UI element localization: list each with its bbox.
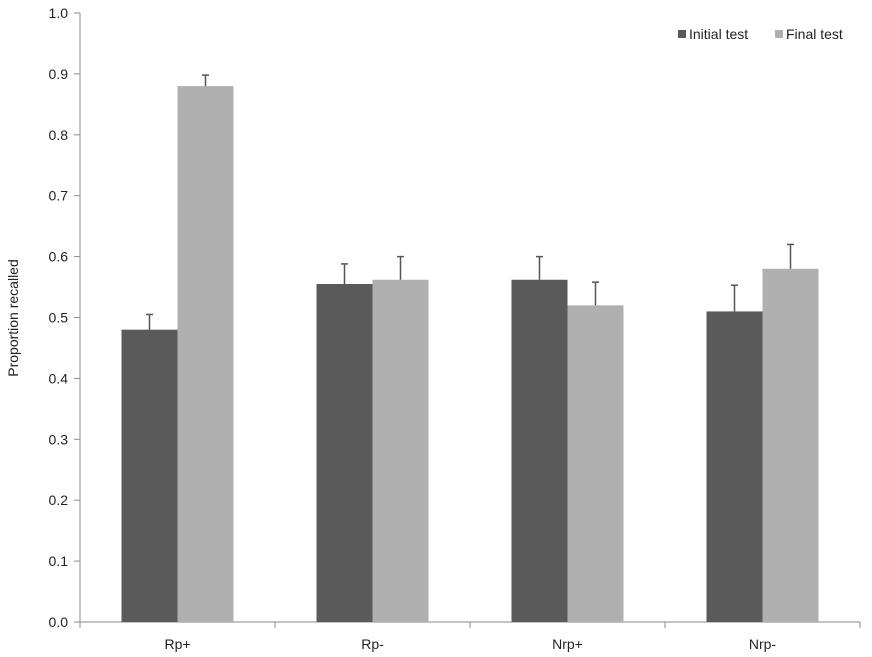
y-tick-label: 0.7 bbox=[49, 188, 69, 204]
bar bbox=[177, 86, 234, 622]
legend-label: Final test bbox=[786, 26, 843, 42]
y-tick-label: 0.3 bbox=[49, 431, 69, 447]
y-tick-label: 0.8 bbox=[49, 127, 69, 143]
bar bbox=[706, 311, 763, 622]
bar bbox=[316, 284, 373, 622]
legend: Initial test Final test bbox=[678, 26, 843, 42]
y-tick-label: 0.1 bbox=[49, 553, 69, 569]
y-tick-label: 0.2 bbox=[49, 492, 69, 508]
legend-swatch bbox=[678, 30, 686, 38]
x-axis: Rp+ Rp- Nrp+ Nrp- bbox=[79, 621, 861, 652]
y-axis: 0.0 0.1 0.2 0.3 0.4 0.5 0.6 0.7 0.8 0.9 1.0 bbox=[49, 5, 81, 630]
x-tick-label: Rp- bbox=[361, 636, 384, 652]
bar bbox=[372, 279, 429, 622]
y-tick-label: 0.5 bbox=[49, 310, 69, 326]
bar bbox=[567, 305, 624, 622]
x-tick-label: Nrp- bbox=[749, 636, 777, 652]
legend-swatch bbox=[775, 30, 783, 38]
y-tick-label: 0.4 bbox=[49, 370, 69, 386]
legend-label: Initial test bbox=[689, 26, 748, 42]
y-tick-label: 0.9 bbox=[49, 66, 69, 82]
y-axis-title: Proportion recalled bbox=[5, 259, 21, 377]
bar bbox=[511, 279, 568, 622]
bar bbox=[121, 329, 178, 622]
y-tick-label: 1.0 bbox=[49, 5, 69, 21]
x-tick-label: Nrp+ bbox=[552, 636, 583, 652]
bars bbox=[121, 74, 819, 622]
y-tick-label: 0.6 bbox=[49, 249, 69, 265]
bar bbox=[762, 268, 819, 622]
y-tick-label: 0.0 bbox=[49, 614, 69, 630]
x-tick-label: Rp+ bbox=[164, 636, 190, 652]
